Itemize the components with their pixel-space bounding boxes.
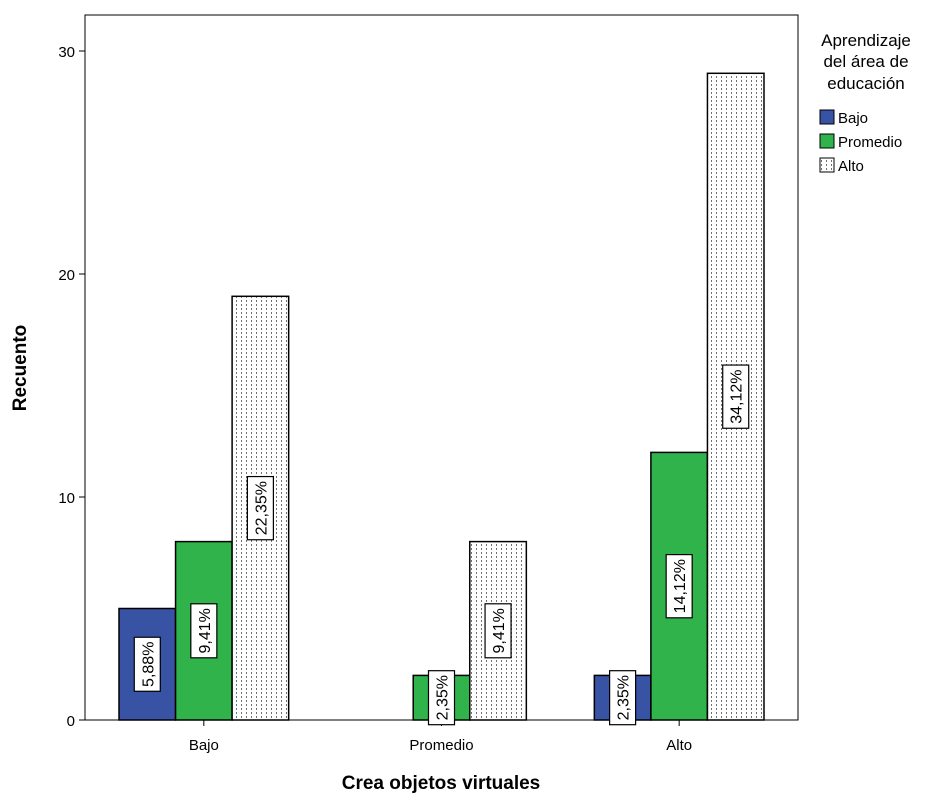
data-label-box [190, 603, 218, 659]
y-tick-label: 30 [58, 44, 75, 61]
bar-labels: 5,88% 2,35% 9,41% 2,35% 14,12% 22,35% 9,41% 34,… [133, 364, 750, 726]
data-label-alto-alto: 34,12% [722, 364, 750, 429]
legend-swatch-bajo [819, 109, 835, 125]
x-tick-label-alto: Alto [666, 737, 692, 754]
data-label-text: 5,88% [140, 642, 157, 687]
data-label-text: 14,12% [672, 559, 689, 613]
legend-title-line-1: Aprendizaje [821, 31, 911, 50]
x-tick-label-bajo: Bajo [189, 737, 219, 754]
legend-title-line-3: educación [827, 74, 905, 93]
data-label-text: 9,41% [197, 608, 214, 653]
y-tick-label: 20 [58, 267, 75, 284]
legend-label-alto: Alto [838, 158, 864, 175]
y-axis-title: Recuento [10, 325, 31, 412]
data-label-bajo-alto: 2,35% [609, 670, 637, 726]
x-tick-label-promedio: Promedio [409, 737, 473, 754]
data-label-bajo-bajo: 5,88% [133, 636, 161, 692]
data-label-text: 2,35% [435, 675, 452, 720]
data-label-box [427, 670, 456, 726]
legend: Aprendizaje del área de educación Bajo Pr… [819, 31, 911, 175]
legend-label-promedio: Promedio [838, 134, 902, 151]
data-label-box [722, 364, 750, 429]
data-label-box [609, 670, 637, 726]
data-label-promedio-alto: 14,12% [665, 553, 693, 619]
data-label-box [133, 636, 161, 692]
bars [118, 72, 765, 721]
data-label-text: 34,12% [729, 370, 746, 424]
legend-swatch-alto [819, 157, 835, 173]
y-tick-label: 0 [67, 713, 75, 730]
data-label-text: 9,41% [491, 608, 508, 653]
legend-label-bajo: Bajo [838, 110, 868, 127]
x-axis: Bajo Promedio Alto [189, 720, 692, 754]
data-label-alto-bajo: 22,35% [246, 475, 274, 541]
legend-swatch-promedio [819, 133, 835, 149]
data-label-box [665, 553, 693, 619]
data-label-text: 22,35% [253, 481, 270, 535]
y-tick-label: 10 [58, 490, 75, 507]
legend-title-line-2: del área de [823, 52, 908, 71]
x-axis-title: Crea objetos virtuales [342, 773, 541, 794]
data-label-box [246, 475, 274, 541]
data-label-promedio-bajo: 9,41% [190, 603, 218, 659]
data-label-box [484, 603, 512, 659]
legend-items: Bajo Promedio Alto [819, 109, 902, 175]
y-axis: 0 10 20 30 [58, 44, 85, 730]
data-label-promedio-promedio: 2,35% [427, 670, 456, 726]
data-label-alto-promedio: 9,41% [484, 603, 512, 659]
data-label-text: 2,35% [616, 675, 633, 720]
